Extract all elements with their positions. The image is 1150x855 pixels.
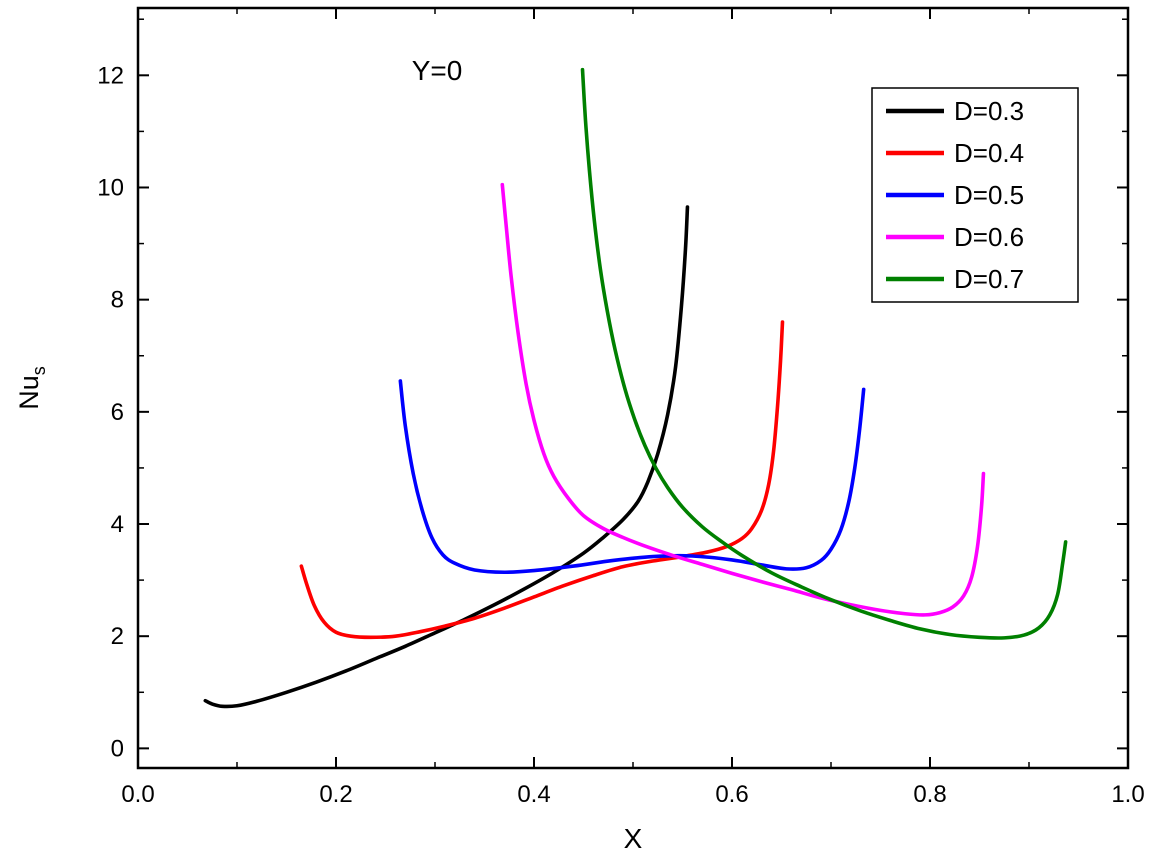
x-tick-label: 0.2 — [319, 781, 352, 808]
y-tick-label: 6 — [111, 399, 124, 426]
annotation-y0: Y=0 — [412, 55, 463, 86]
x-tick-label: 1.0 — [1111, 781, 1144, 808]
y-tick-label: 10 — [97, 174, 124, 201]
curve-D=0.7 — [580, 67, 1068, 640]
axis-ticks — [137, 8, 1129, 768]
legend-label: D=0.4 — [954, 138, 1024, 168]
legend-label: D=0.7 — [954, 264, 1024, 294]
legend-label: D=0.5 — [954, 180, 1024, 210]
y-tick-label: 4 — [111, 511, 124, 538]
y-tick-label: 8 — [111, 287, 124, 314]
x-tick-label: 0.8 — [913, 781, 946, 808]
curve-D=0.5 — [398, 379, 866, 575]
x-tick-label: 0.4 — [517, 781, 550, 808]
y-tick-label: 12 — [97, 62, 124, 89]
y-tick-label: 2 — [111, 623, 124, 650]
x-axis-label: X — [624, 823, 643, 854]
y-axis-label: Nus — [14, 366, 49, 410]
y-tick-label: 0 — [111, 735, 124, 762]
legend-label: D=0.3 — [954, 96, 1024, 126]
curve-D=0.4 — [299, 320, 785, 640]
curve-D=0.6 — [500, 182, 986, 617]
legend-label: D=0.6 — [954, 222, 1024, 252]
x-tick-label: 0.0 — [121, 781, 154, 808]
curve-D=0.3 — [203, 205, 690, 709]
x-tick-label: 0.6 — [715, 781, 748, 808]
legend: D=0.3 D=0.4 D=0.5 D=0.6 D=0.7 — [871, 87, 1079, 303]
